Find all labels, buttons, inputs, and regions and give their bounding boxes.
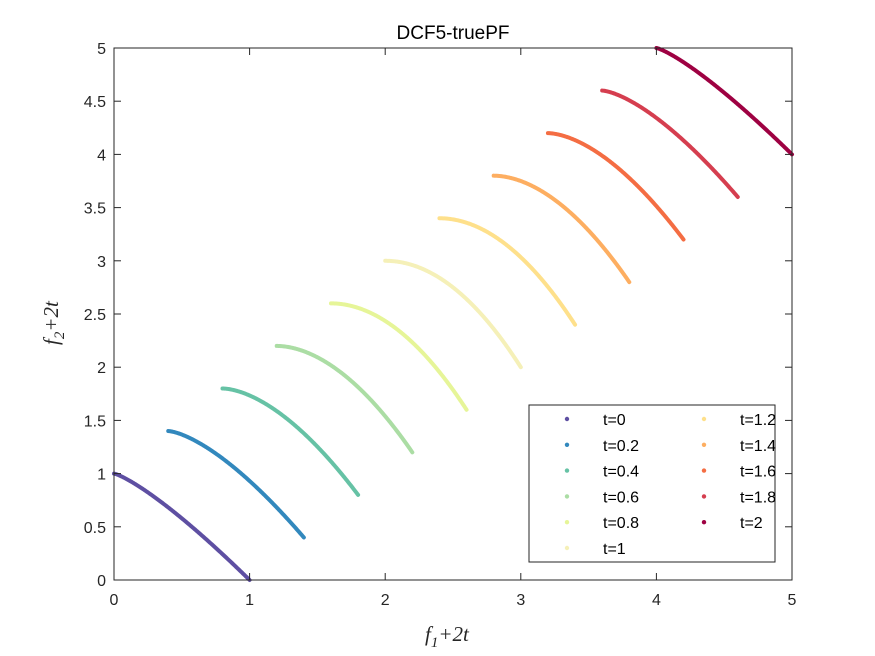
series-line-2 (220, 386, 361, 497)
x-tick-label-3: 3 (516, 592, 525, 609)
series-line-6 (437, 216, 578, 327)
legend-label-2: t=0.4 (603, 464, 639, 481)
series-line-0 (112, 471, 252, 582)
y-tick-label-8: 4 (97, 147, 106, 164)
y-tick-label-7: 3.5 (84, 201, 106, 218)
legend-label-9: t=1.8 (740, 489, 776, 506)
series-line-4 (328, 301, 469, 412)
legend-label-10: t=2 (740, 515, 763, 532)
y-tick-label-3: 1.5 (84, 413, 106, 430)
legend-label-1: t=0.2 (603, 438, 639, 455)
x-axis-label-rest: +2t (438, 622, 470, 646)
legend-box (528, 404, 776, 563)
legend-label-0: t=0 (603, 412, 626, 429)
legend-marker-7 (701, 442, 707, 447)
series-layer (112, 46, 794, 582)
x-tick-label-4: 4 (652, 592, 661, 609)
x-axis-label: f1+2t (425, 622, 470, 651)
legend-marker-1 (564, 442, 570, 447)
series-line-8 (545, 131, 686, 242)
x-axis-label-base: f (425, 622, 434, 646)
legend-label-5: t=1 (603, 541, 626, 558)
series-line-10 (654, 46, 794, 157)
legend-label-3: t=0.6 (603, 489, 639, 506)
x-tick-label-5: 5 (788, 592, 797, 609)
legend-marker-2 (564, 468, 570, 473)
legend-marker-6 (701, 416, 707, 422)
series-line-3 (274, 343, 415, 455)
legend-marker-3 (564, 494, 570, 499)
legend-marker-0 (564, 416, 570, 422)
legend-marker-4 (564, 520, 570, 525)
ticks-layer: 0 1 2 3 4 5 0 0.5 1 1.5 2 2.5 3 3.5 4 4.5 5 (84, 41, 797, 609)
y-tick-label-4: 2 (97, 360, 106, 377)
y-tick-label-2: 1 (97, 467, 106, 484)
x-tick-label-2: 2 (381, 592, 390, 609)
y-axis-label: f2+2t (39, 300, 68, 345)
y-tick-label-6: 3 (97, 254, 106, 271)
y-tick-label-1: 0.5 (84, 520, 106, 537)
series-line-5 (383, 258, 523, 370)
y-axis-label-sub: 2 (52, 331, 68, 339)
y-axis-label-rest: +2t (39, 300, 63, 332)
legend-marker-5 (564, 545, 570, 551)
y-axis-label-base: f (39, 336, 63, 345)
legend-label-8: t=1.6 (740, 464, 776, 481)
x-axis-label-sub: 1 (431, 635, 439, 651)
legend: t=0 t=0.2 t=0.4 t=0.6 t=0.8 t=1 t=1.2 t=1.4 t=1.… (528, 404, 776, 563)
legend-marker-8 (701, 468, 707, 473)
y-tick-label-5: 2.5 (84, 307, 106, 324)
y-tick-label-10: 5 (97, 41, 106, 58)
chart-title: DCF5-truePF (397, 23, 510, 44)
x-tick-label-0: 0 (110, 592, 119, 609)
legend-marker-9 (701, 494, 707, 499)
series-line-9 (600, 88, 740, 199)
legend-label-4: t=0.8 (603, 515, 639, 532)
legend-label-6: t=1.2 (740, 412, 776, 429)
legend-marker-10 (701, 520, 707, 525)
series-line-7 (491, 173, 632, 285)
y-tick-label-0: 0 (97, 573, 106, 590)
legend-label-7: t=1.4 (740, 438, 776, 455)
y-tick-label-9: 4.5 (84, 94, 106, 111)
series-line-1 (166, 429, 306, 540)
x-tick-label-1: 1 (245, 592, 254, 609)
